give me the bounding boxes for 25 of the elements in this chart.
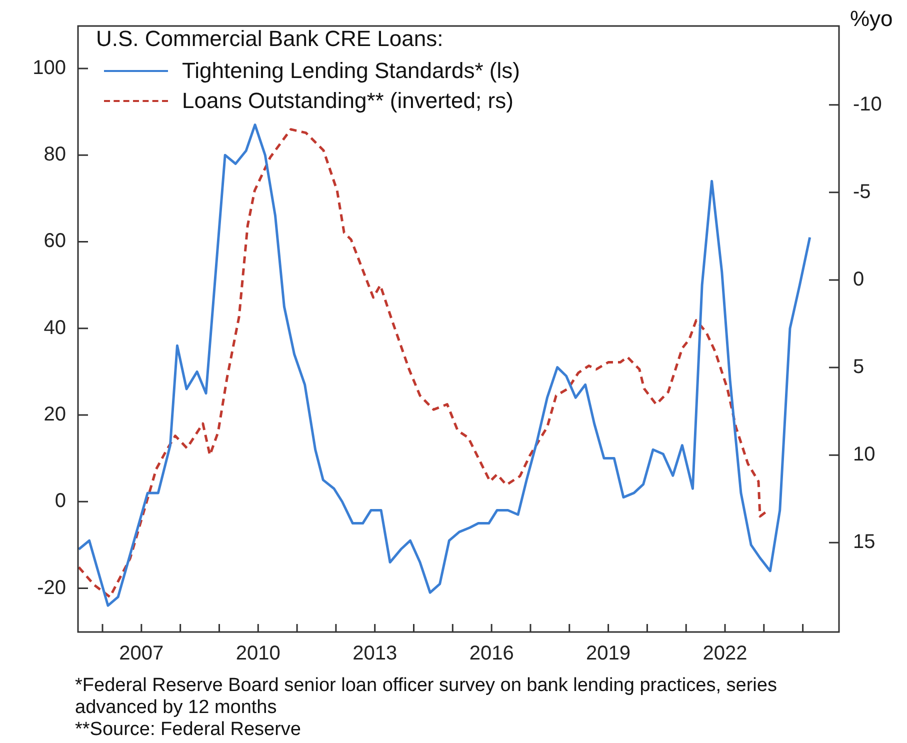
x-tick-label: 2010 — [236, 642, 280, 665]
x-tick-label: 2019 — [586, 642, 631, 665]
y2-tick-label: 15 — [853, 531, 876, 554]
y2-tick-label: 5 — [853, 356, 864, 378]
y-tick-label: 100 — [32, 56, 66, 79]
x-tick-label: 2007 — [119, 642, 164, 665]
y2-tick-label: -5 — [853, 180, 871, 203]
y-tick-label: -20 — [37, 576, 66, 599]
y-tick-label: 0 — [54, 490, 66, 512]
y2-tick-label: -10 — [853, 93, 882, 116]
y2-tick-label: 10 — [853, 444, 876, 466]
x-tick-label: 2016 — [469, 642, 514, 665]
legend-label: Tightening Lending Standards* (ls) — [182, 58, 520, 84]
y-tick-label: 60 — [44, 230, 66, 252]
y2-tick-label: 0 — [853, 268, 864, 290]
y-tick-label: 20 — [44, 404, 66, 426]
x-tick-label: 2013 — [352, 642, 398, 665]
text: *Federal Reserve Board senior loan officer survey on bank lending practices, series advanced by 12 months — [75, 675, 778, 719]
y-tick-label: 40 — [44, 316, 66, 339]
y-tick-label: 80 — [44, 144, 66, 166]
x-tick-label: 2022 — [702, 642, 748, 665]
y2-axis-title: %yo — [850, 6, 893, 32]
chart-title: U.S. Commercial Bank CRE Loans: — [96, 26, 444, 52]
legend-label: Loans Outstanding** (inverted; rs) — [182, 88, 514, 114]
text: **Source: Federal Reserve — [75, 719, 302, 741]
